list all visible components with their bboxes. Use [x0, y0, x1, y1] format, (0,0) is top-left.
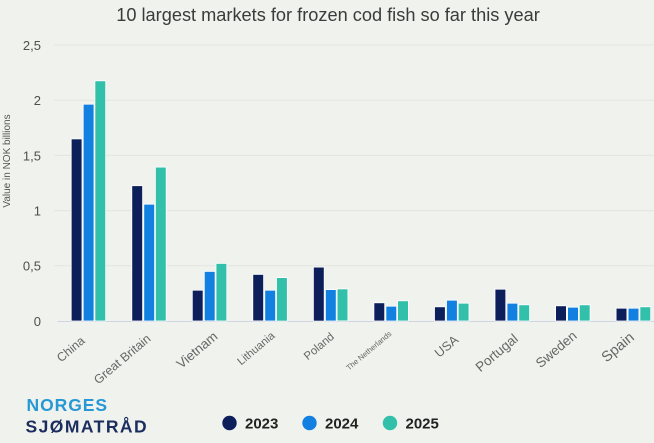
svg-text:Value in NOK billions: Value in NOK billions — [2, 114, 13, 207]
svg-text:2: 2 — [34, 93, 41, 108]
svg-text:SJØMATRÅD: SJØMATRÅD — [26, 417, 149, 437]
svg-text:2025: 2025 — [406, 416, 439, 433]
svg-text:2023: 2023 — [245, 416, 278, 433]
svg-text:10 largest markets for frozen: 10 largest markets for frozen cod fish s… — [116, 5, 540, 25]
svg-text:2,5: 2,5 — [23, 38, 41, 53]
svg-text:1,5: 1,5 — [23, 148, 41, 163]
svg-text:0: 0 — [34, 314, 41, 329]
svg-text:2024: 2024 — [325, 416, 359, 433]
svg-text:0,5: 0,5 — [23, 259, 41, 274]
svg-text:NORGES: NORGES — [27, 395, 109, 415]
svg-text:1: 1 — [34, 204, 41, 219]
